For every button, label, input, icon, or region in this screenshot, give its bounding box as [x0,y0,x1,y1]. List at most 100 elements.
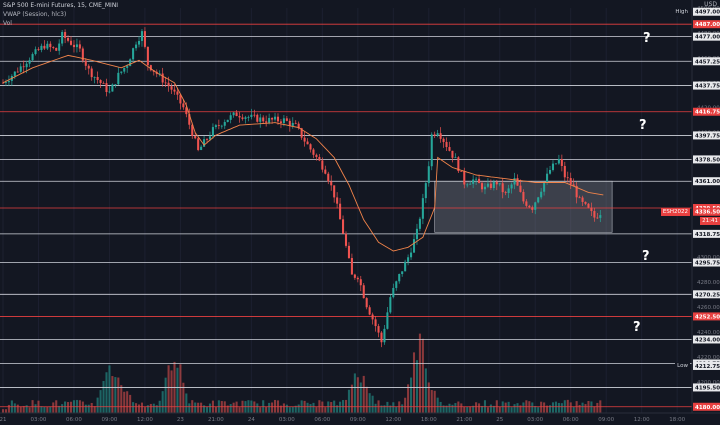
candle-body[interactable] [418,218,421,229]
candle-body[interactable] [327,173,330,182]
candle-body[interactable] [211,127,214,137]
candle-body[interactable] [531,207,534,210]
candle-body[interactable] [557,159,560,164]
candle-body[interactable] [99,79,102,84]
candle-body[interactable] [501,183,504,193]
candle-body[interactable] [495,181,498,185]
candle-body[interactable] [276,116,280,122]
candle-body[interactable] [486,183,489,187]
candle-body[interactable] [507,188,510,193]
candle-body[interactable] [374,319,377,327]
candle-body[interactable] [84,60,87,66]
candle-body[interactable] [49,43,52,48]
candle-body[interactable] [19,66,22,72]
candle-body[interactable] [90,68,93,78]
candle-body[interactable] [81,48,84,61]
candle-body[interactable] [412,239,416,253]
candle-body[interactable] [362,285,365,299]
candle-body[interactable] [72,44,76,48]
candle-body[interactable] [436,133,439,136]
candle-body[interactable] [182,103,185,108]
candle-body[interactable] [472,179,475,184]
candle-body[interactable] [1,82,5,84]
candle-body[interactable] [433,134,436,136]
candle-body[interactable] [587,203,590,208]
candle-body[interactable] [37,49,40,51]
candle-body[interactable] [200,146,203,150]
candle-body[interactable] [504,192,507,193]
candle-body[interactable] [569,178,572,185]
candle-body[interactable] [380,332,383,343]
candle-body[interactable] [596,217,599,219]
candle-body[interactable] [120,71,123,73]
candle-body[interactable] [353,274,356,278]
candle-body[interactable] [78,44,81,49]
candle-body[interactable] [164,82,167,84]
candle-body[interactable] [149,65,152,71]
candle-body[interactable] [226,119,229,123]
candle-body[interactable] [75,44,78,48]
candle-body[interactable] [167,82,170,87]
candle-body[interactable] [205,139,209,140]
candle-body[interactable] [105,83,108,92]
candle-body[interactable] [288,120,291,126]
candle-body[interactable] [129,59,132,67]
candle-body[interactable] [560,159,563,166]
candle-body[interactable] [469,183,472,185]
candle-body[interactable] [383,328,386,343]
candle-body[interactable] [291,122,294,126]
candle-body[interactable] [401,271,404,275]
candle-body[interactable] [350,258,353,275]
candle-body[interactable] [28,60,31,64]
candle-body[interactable] [297,123,300,129]
candle-body[interactable] [285,118,288,121]
candle-body[interactable] [584,201,587,204]
candle-body[interactable] [478,178,481,184]
candle-body[interactable] [442,138,445,142]
candle-body[interactable] [466,184,469,186]
candle-body[interactable] [336,197,339,204]
candle-body[interactable] [575,185,578,198]
candle-body[interactable] [492,181,495,189]
candle-body[interactable] [445,141,448,148]
candle-body[interactable] [342,219,345,234]
candle-body[interactable] [13,71,16,76]
candle-body[interactable] [188,114,191,125]
candle-body[interactable] [463,171,466,185]
candle-body[interactable] [306,141,309,145]
candle-body[interactable] [525,201,528,206]
candle-body[interactable] [223,122,226,126]
candle-body[interactable] [126,66,129,68]
candle-body[interactable] [273,116,277,120]
candle-body[interactable] [489,183,492,189]
candle-body[interactable] [96,76,99,80]
candle-body[interactable] [543,182,546,192]
candle-body[interactable] [55,47,58,51]
candle-body[interactable] [220,125,223,127]
candle-body[interactable] [87,65,90,69]
candle-body[interactable] [392,287,395,298]
candle-body[interactable] [309,144,312,150]
candle-body[interactable] [143,31,146,47]
candle-body[interactable] [268,117,271,123]
candle-body[interactable] [321,160,324,170]
candle-body[interactable] [554,163,557,165]
candle-body[interactable] [282,118,285,123]
candle-body[interactable] [214,125,217,128]
candle-body[interactable] [415,228,419,240]
candle-body[interactable] [377,326,380,333]
candle-body[interactable] [421,198,424,219]
candle-body[interactable] [253,114,256,116]
candle-body[interactable] [170,86,173,90]
candle-body[interactable] [217,125,220,126]
candle-body[interactable] [356,277,359,280]
candle-body[interactable] [265,121,268,123]
candle-body[interactable] [475,178,478,180]
candle-body[interactable] [386,312,389,329]
candle-body[interactable] [498,183,501,185]
candle-body[interactable] [540,191,543,198]
candle-body[interactable] [208,136,212,140]
candle-body[interactable] [312,149,315,155]
candle-body[interactable] [546,173,549,183]
candle-body[interactable] [176,91,179,95]
